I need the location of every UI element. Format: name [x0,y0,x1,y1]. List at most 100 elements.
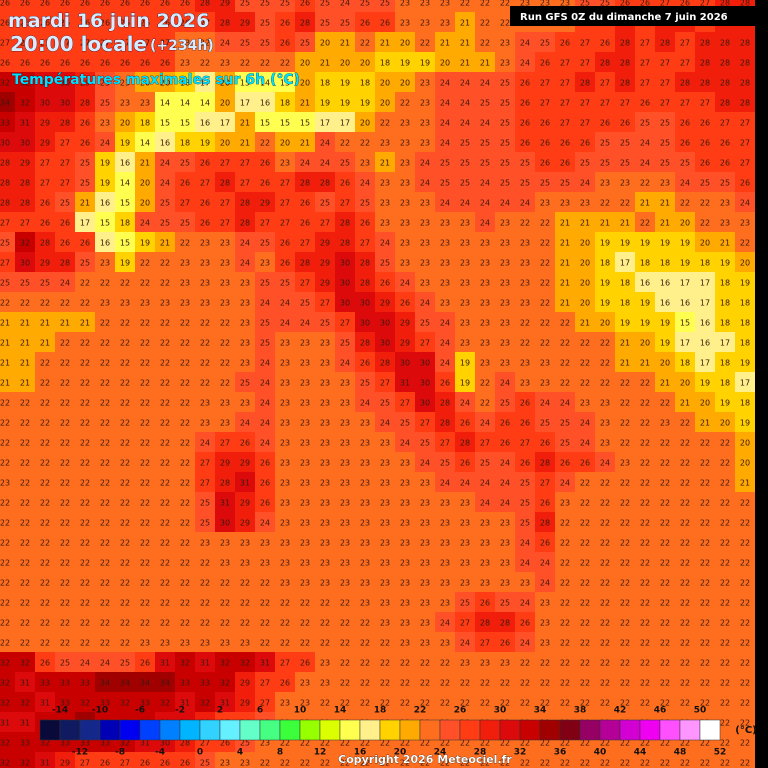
temperature-value: 27 [640,79,650,88]
temperature-value: 31 [20,679,30,688]
temperature-value: 22 [640,699,650,708]
temperature-value: 22 [180,339,190,348]
temperature-value: 27 [380,379,390,388]
temperature-cell [595,192,615,212]
legend-swatch [599,719,621,741]
temperature-value: 22 [640,459,650,468]
temperature-cell [75,332,95,352]
temperature-value: 22 [740,679,750,688]
temperature-value: 23 [360,459,370,468]
legend-label: 14 [334,706,347,716]
temperature-value: 25 [520,499,530,508]
temperature-value: 17 [340,119,350,128]
temperature-value: 28 [740,39,750,48]
temperature-cell [535,112,555,132]
temperature-value: 25 [500,99,510,108]
temperature-value: 23 [440,19,450,28]
temperature-value: 23 [340,559,350,568]
temperature-cell [95,12,115,32]
temperature-value: 33 [60,679,70,688]
temperature-value: 24 [260,399,270,408]
temperature-cell [535,232,555,252]
temperature-cell [675,92,695,112]
temperature-cell [395,152,415,172]
temperature-value: 28 [720,59,730,68]
temperature-value: 23 [460,659,470,668]
temperature-value: 26 [180,19,190,28]
temperature-cell [115,252,135,272]
temperature-value: 28 [60,259,70,268]
temperature-cell [715,312,735,332]
temperature-value: 19 [120,259,130,268]
temperature-cell [715,72,735,92]
temperature-value: 30 [220,519,230,528]
temperature-value: 23 [380,179,390,188]
temperature-cell [175,132,195,152]
temperature-value: 22 [520,219,530,228]
temperature-value: 21 [0,339,10,348]
temperature-cell [175,92,195,112]
temperature-cell [735,212,755,232]
temperature-value: 22 [40,599,50,608]
temperature-value: 23 [340,459,350,468]
temperature-value: 22 [180,439,190,448]
temperature-value: 20 [140,79,150,88]
temperature-value: 22 [80,579,90,588]
temperature-value: 32 [180,659,190,668]
temperature-value: 19 [660,339,670,348]
temperature-value: 22 [720,579,730,588]
temperature-value: 23 [400,199,410,208]
temperature-cell [275,132,295,152]
temperature-cell [475,12,495,32]
temperature-cell [255,32,275,52]
temperature-cell [335,172,355,192]
temperature-value: 23 [560,199,570,208]
temperature-value: 24 [100,659,110,668]
temperature-value: 23 [480,319,490,328]
temperature-value: 19 [640,299,650,308]
time: 20:00 locale [10,32,147,56]
temperature-cell [475,272,495,292]
temperature-value: 22 [140,399,150,408]
temperature-value: 27 [160,39,170,48]
temperature-cell [395,232,415,252]
temperature-value: 22 [700,679,710,688]
temperature-value: 22 [600,539,610,548]
legend-label: 0 [197,748,203,758]
temperature-cell [335,152,355,172]
temperature-cell [435,72,455,92]
temperature-value: 22 [60,499,70,508]
temperature-value: 23 [300,559,310,568]
temperature-cell [555,112,575,132]
temperature-value: 22 [580,339,590,348]
temperature-value: 23 [380,599,390,608]
temperature-cell [155,232,175,252]
temperature-value: 26 [40,659,50,668]
temperature-value: 25 [460,599,470,608]
temperature-cell [475,0,495,12]
temperature-value: 26 [340,179,350,188]
temperature-value: 22 [600,659,610,668]
temperature-value: 25 [200,519,210,528]
temperature-cell [355,12,375,32]
temperature-cell [535,32,555,52]
temperature-value: 25 [500,79,510,88]
legend-label: 12 [314,748,327,758]
temperature-cell [115,192,135,212]
temperature-cell [595,212,615,232]
temperature-value: 26 [40,19,50,28]
temperature-value: 22 [700,479,710,488]
temperature-cell [15,52,35,72]
temperature-value: 22 [340,639,350,648]
temperature-cell [515,152,535,172]
temperature-value: 26 [360,219,370,228]
temperature-cell [235,152,255,172]
temperature-cell [35,112,55,132]
temperature-cell [395,252,415,272]
temperature-value: 25 [360,199,370,208]
temperature-value: 23 [460,579,470,588]
temperature-value: 22 [100,559,110,568]
temperature-cell [635,92,655,112]
temperature-cell [295,272,315,292]
temperature-value: 23 [420,559,430,568]
